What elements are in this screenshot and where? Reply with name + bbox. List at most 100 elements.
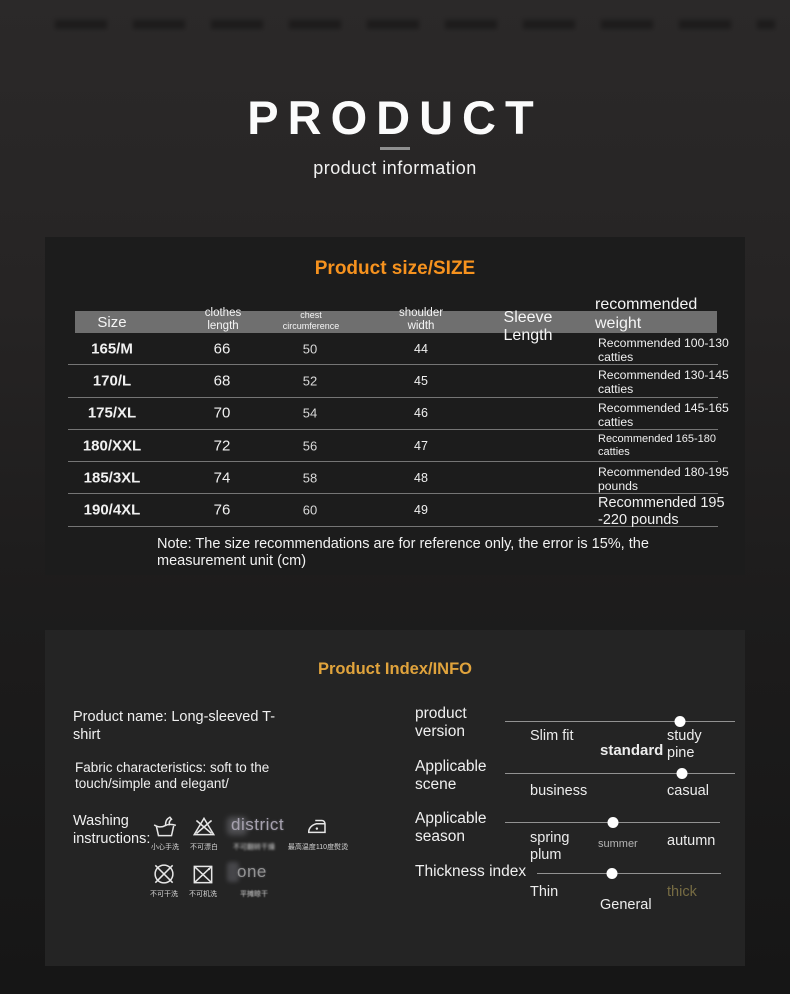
slider-option: business [530, 783, 588, 799]
col-header-sleeve-length: Sleeve Length [503, 309, 553, 345]
wash-item: 不可机洗 [181, 860, 225, 899]
cell-size: 190/4XL [83, 501, 141, 519]
size-panel-title: Product size/SIZE [314, 258, 476, 279]
wash-item: one 平摊晾干 [225, 860, 283, 899]
wash-caption: 平摊晾干 [240, 891, 268, 898]
slider-track-thickness-index[interactable] [537, 868, 721, 879]
washing-instructions-label: Washing instructions: [73, 813, 151, 848]
blurred-icon-shape [227, 817, 247, 835]
slider-option: summer [598, 838, 638, 850]
table-row: 180/XXL 72 56 47 Recommended 165-180 cat… [68, 430, 718, 463]
cell-size: 185/3XL [83, 469, 141, 487]
slider-option: thick [667, 884, 697, 900]
no-dry-clean-icon [142, 860, 186, 887]
slider-track-applicable-season[interactable] [505, 817, 720, 828]
wash-caption: 不可机洗 [189, 891, 217, 898]
col-header-recommended-weight: recommended weight [595, 296, 698, 333]
cell-clothes-length: 66 [213, 340, 231, 358]
cell-clothes-length: 68 [213, 372, 231, 390]
cell-chest: 56 [302, 438, 318, 454]
cell-shoulder: 49 [414, 503, 428, 518]
cell-weight: Recommended 180-195 pounds [598, 465, 729, 494]
cell-chest: 54 [302, 405, 318, 421]
cell-weight: Recommended 100-130 catties [598, 336, 729, 365]
cell-clothes-length: 70 [213, 404, 231, 422]
size-note: Note: The size recommendations are for r… [157, 536, 649, 570]
page-title: PRODUCT [247, 91, 543, 144]
slider-option: autumn [667, 833, 716, 849]
slider-label-product-version: product version [415, 705, 467, 740]
page-subtitle: product information [313, 158, 477, 178]
wash-caption: 不可翻转干燥 [233, 844, 275, 851]
slider-label-applicable-scene: Applicable scene [415, 758, 487, 793]
cell-weight: Recommended 195 -220 pounds [598, 495, 725, 529]
overlay-word: one [237, 862, 267, 881]
table-row: 170/L 68 52 45 Recommended 130-145 catti… [68, 365, 729, 398]
no-machine-wash-icon [181, 860, 225, 887]
slider-option: General [600, 897, 652, 913]
slider-option: standard [600, 742, 664, 759]
cell-shoulder: 44 [414, 341, 428, 356]
cell-shoulder: 45 [414, 373, 428, 388]
overlay-word: district [231, 815, 285, 834]
wash-item: 小心手洗 [143, 813, 187, 852]
table-row: 190/4XL 76 60 49 Recommended 195 -220 po… [68, 494, 725, 528]
cell-size: 180/XXL [82, 437, 142, 455]
info-panel-title: Product Index/INFO [317, 660, 472, 678]
hand-wash-icon [143, 813, 187, 840]
info-panel: Product Index/INFO Product name: Long-sl… [45, 630, 745, 966]
cell-clothes-length: 72 [213, 437, 231, 455]
cell-clothes-length: 74 [213, 469, 231, 487]
blurred-icon-shape [227, 862, 239, 882]
no-bleach-icon [182, 813, 226, 840]
slider-option: Thin [530, 884, 559, 900]
slider-option: spring plum [530, 830, 570, 863]
slider-label-applicable-season: Applicable season [415, 810, 487, 845]
cell-shoulder: 47 [414, 438, 428, 453]
table-row: 165/M 66 50 44 Recommended 100-130 catti… [68, 333, 729, 366]
size-panel: Product size/SIZE Size clothes length ch… [45, 237, 745, 575]
cell-chest: 52 [302, 373, 318, 389]
wash-item: 不可漂白 [182, 813, 226, 852]
col-header-chest-circumference: chest circumference [282, 310, 340, 332]
slider-track-applicable-scene[interactable] [505, 768, 735, 779]
cell-shoulder: 46 [414, 406, 428, 421]
slider-dot[interactable] [606, 868, 618, 879]
slider-track-product-version[interactable] [505, 716, 735, 727]
wash-caption: 小心手洗 [151, 844, 179, 851]
slider-option: Slim fit [530, 728, 574, 744]
col-header-clothes-length: clothes length [204, 307, 242, 333]
cell-weight: Recommended 130-145 catties [598, 368, 729, 397]
wash-caption: 不可干洗 [150, 891, 178, 898]
wash-caption: 不可漂白 [190, 844, 218, 851]
cell-size: 170/L [92, 372, 132, 390]
size-table-body: 165/M 66 50 44 Recommended 100-130 catti… [68, 333, 729, 528]
slider-option: study pine [667, 728, 702, 761]
cell-chest: 50 [302, 341, 318, 357]
title-divider [380, 147, 410, 150]
no-tumble-dry-icon: district [223, 813, 285, 840]
wash-item: district 不可翻转干燥 [223, 813, 285, 852]
cell-chest: 60 [302, 502, 318, 518]
cell-size: 165/M [91, 340, 133, 358]
cell-shoulder: 48 [414, 470, 428, 485]
top-watermark [55, 20, 775, 29]
wash-caption: 最高温度110度熨烫 [287, 844, 349, 851]
table-row: 185/3XL 74 58 48 Recommended 180-195 pou… [68, 462, 729, 495]
dry-flat-icon: one [225, 860, 283, 887]
slider-dot[interactable] [676, 768, 688, 779]
slider-dot[interactable] [607, 817, 618, 828]
col-header-size: Size [97, 314, 127, 331]
slider-dot[interactable] [674, 716, 686, 727]
cell-chest: 58 [302, 470, 318, 486]
slider-option: casual [667, 783, 709, 799]
table-row: 175/XL 70 54 46 Recommended 145-165 catt… [68, 398, 729, 430]
col-header-shoulder-width: shoulder width [398, 307, 444, 333]
wash-item: 不可干洗 [142, 860, 186, 899]
iron-max-110-icon [285, 813, 351, 840]
cell-weight: Recommended 145-165 catties [598, 400, 729, 429]
slider-label-thickness-index: Thickness index [415, 863, 527, 880]
product-name: Product name: Long-sleeved T-shirt [73, 709, 276, 744]
cell-clothes-length: 76 [213, 501, 231, 519]
table-header-bar [75, 311, 717, 333]
